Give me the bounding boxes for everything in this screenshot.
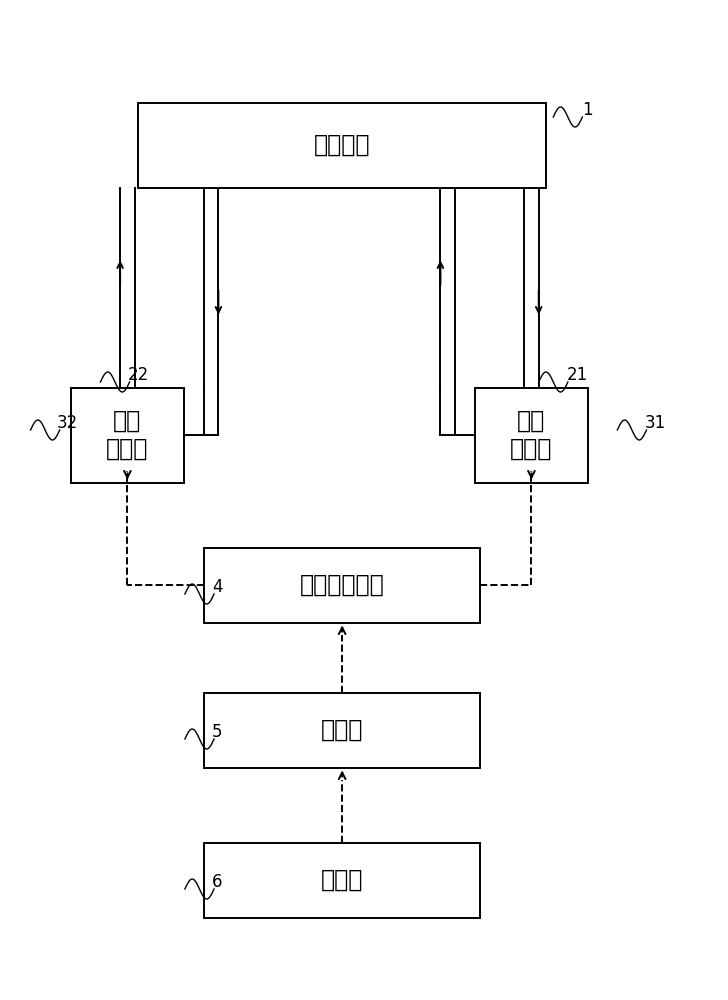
Bar	[204, 842, 480, 918]
Text: 21: 21	[566, 366, 587, 384]
Text: 传感器: 传感器	[321, 868, 363, 892]
Bar	[138, 103, 546, 188]
Text: 通道切换装置: 通道切换装置	[300, 573, 384, 597]
Text: 31: 31	[644, 414, 665, 432]
Text: 32: 32	[57, 414, 78, 432]
Text: 4: 4	[212, 578, 222, 596]
Text: 22: 22	[127, 366, 149, 384]
Text: 第二
冷却机: 第二 冷却机	[106, 409, 149, 461]
Bar	[71, 387, 183, 483]
Text: 1: 1	[582, 101, 593, 119]
Bar	[475, 387, 587, 483]
Text: 静电卡盘: 静电卡盘	[314, 133, 371, 157]
Bar	[204, 692, 480, 768]
Text: 6: 6	[212, 873, 222, 891]
Text: 5: 5	[212, 723, 222, 741]
Text: 第一
冷却机: 第一 冷却机	[510, 409, 553, 461]
Text: 控制器: 控制器	[321, 718, 363, 742]
Bar	[204, 548, 480, 622]
